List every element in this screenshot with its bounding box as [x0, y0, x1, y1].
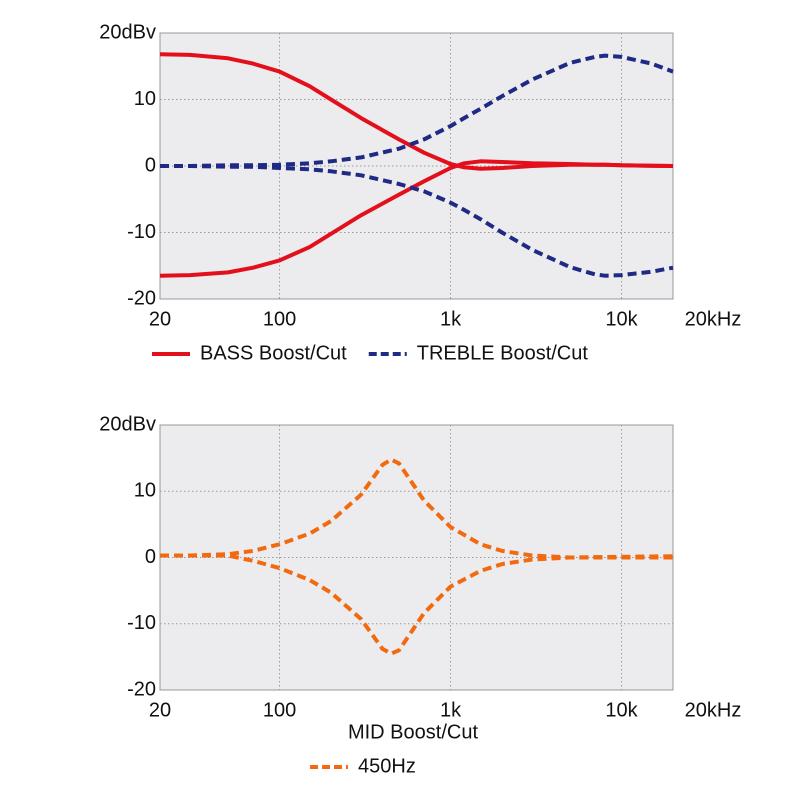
y-tick-label: 10 — [134, 88, 156, 110]
y-tick-label: -10 — [127, 221, 156, 243]
y-tick-label: 20dBv — [99, 413, 156, 435]
x-tick-label: 20 — [149, 699, 171, 721]
legend-label: TREBLE Boost/Cut — [417, 342, 589, 364]
x-tick-label: 10k — [605, 699, 638, 721]
y-tick-label: 0 — [145, 154, 156, 176]
x-tick-label: 20kHz — [685, 699, 742, 721]
curve — [160, 553, 673, 656]
y-tick-label: -20 — [127, 678, 156, 700]
y-tick-label: -10 — [127, 612, 156, 634]
x-axis-label: MID Boost/Cut — [348, 721, 478, 743]
x-tick-label: 1k — [440, 308, 462, 330]
y-tick-label: 20dBv — [99, 21, 156, 43]
curve — [160, 457, 674, 560]
y-tick-label: 0 — [145, 546, 156, 568]
legend-label: 450Hz — [358, 755, 416, 777]
legend-label: BASS Boost/Cut — [200, 342, 347, 364]
curve — [160, 164, 674, 278]
x-tick-label: 100 — [263, 308, 296, 330]
curve — [160, 53, 674, 168]
y-tick-label: -20 — [127, 287, 156, 309]
x-tick-label: 10k — [605, 308, 638, 330]
x-tick-label: 100 — [263, 699, 296, 721]
x-tick-label: 1k — [440, 699, 462, 721]
y-tick-label: 10 — [134, 480, 156, 502]
x-tick-label: 20 — [149, 308, 171, 330]
x-tick-label: 20kHz — [685, 308, 742, 330]
curve — [159, 52, 674, 171]
